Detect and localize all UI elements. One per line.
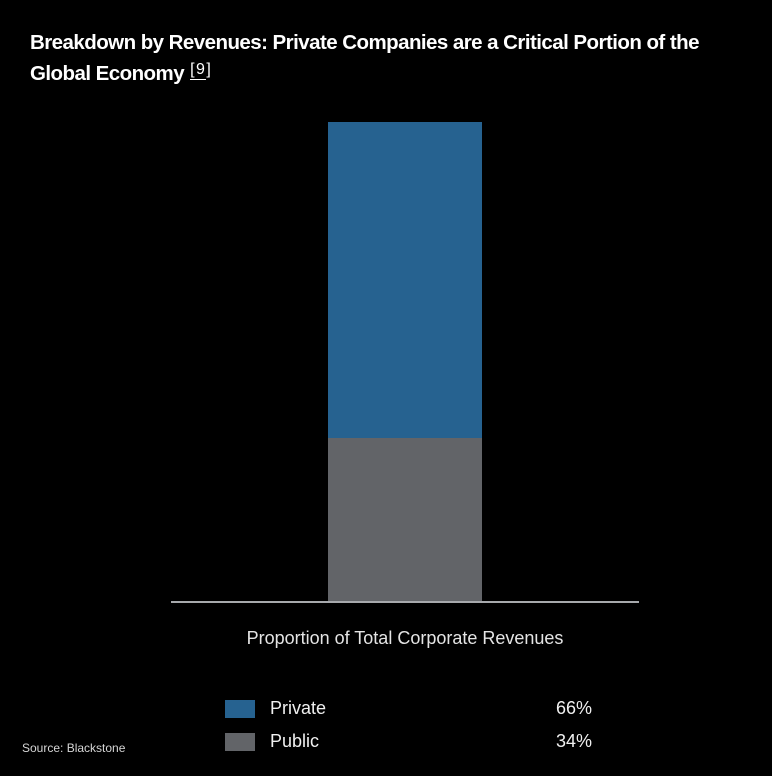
footnote-reference-number[interactable]: [9 [190, 61, 207, 80]
x-axis-line [171, 601, 639, 603]
bar-segment-private [328, 122, 482, 438]
footnote-reference-link[interactable]: [9] [190, 61, 213, 80]
source-attribution: Source: Blackstone [22, 741, 126, 755]
stacked-bar [328, 122, 482, 601]
chart-title: Breakdown by Revenues: Private Companies… [30, 27, 700, 91]
legend-row-private: Private 66% [225, 698, 592, 718]
legend-swatch-private [225, 699, 255, 718]
chart-title-line1: Breakdown by Revenues: Private Companies… [30, 31, 700, 54]
legend-row-public: Public 34% [225, 731, 592, 751]
legend-value-private: 66% [555, 698, 592, 718]
legend-label-private: Private [270, 698, 327, 718]
bar-segment-public [328, 438, 482, 601]
x-axis-label: Proportion of Total Corporate Revenues [246, 628, 564, 648]
chart-legend: Private 66% Public 34% [225, 698, 592, 765]
legend-value-public: 34% [555, 731, 592, 751]
chart-title-line2: Global Economy [9] [30, 58, 699, 91]
legend-label-public: Public [270, 731, 320, 751]
legend-swatch-public [225, 732, 255, 751]
